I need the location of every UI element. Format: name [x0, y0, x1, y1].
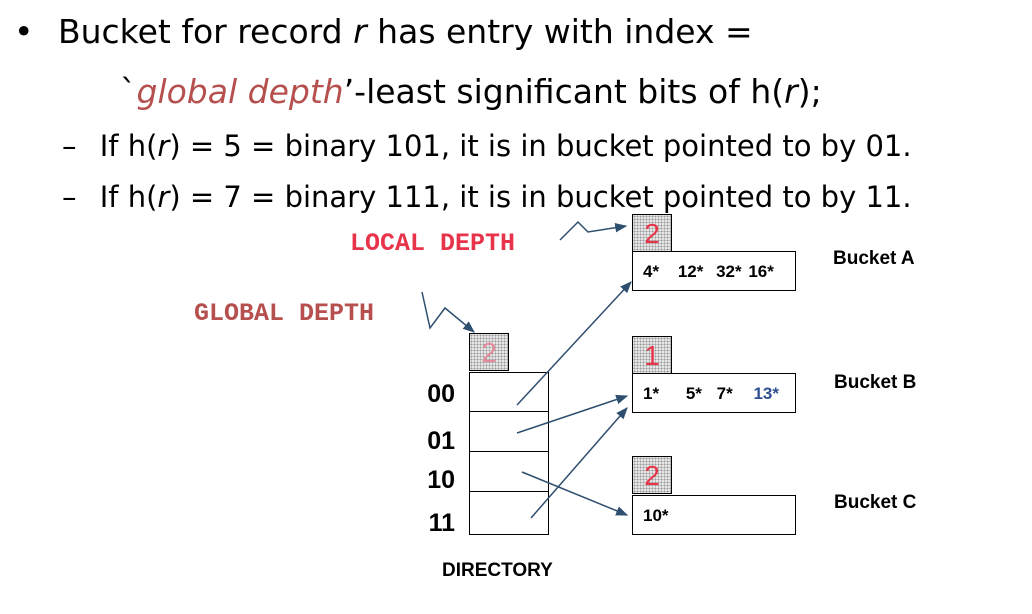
bucket-a-name: Bucket A — [833, 248, 915, 269]
directory-cell-10 — [469, 451, 549, 492]
bucket-a-entry-2: 12* — [677, 262, 704, 281]
bucket-c-local-depth: 2 — [632, 456, 672, 494]
sub-accent-global-depth: global depth — [136, 72, 344, 111]
pointer-01-to-bucket-b — [516, 394, 629, 434]
local-depth-label: LOCAL DEPTH — [350, 229, 516, 258]
global-depth-pointer-arrow — [421, 291, 475, 333]
dash1-a: If h( — [99, 129, 158, 163]
bucket-b-entry-2: 5* — [685, 384, 702, 403]
bucket-b: 1* 5* 7* 13* — [632, 373, 796, 413]
bucket-b-name: Bucket B — [834, 372, 917, 393]
bucket-b-entry-4: 13* — [753, 384, 779, 403]
dash2-r: r — [157, 180, 170, 214]
global-depth-box: 2 — [469, 333, 509, 371]
dash2-a: If h( — [99, 180, 158, 214]
bucket-a-entry-1: 4* — [643, 262, 660, 281]
sub-post-b: ); — [797, 72, 822, 111]
bullet-main: • Bucket for record r has entry with ind… — [14, 12, 753, 51]
directory-label-10: 10 — [427, 466, 455, 494]
directory-label-01: 01 — [427, 427, 455, 455]
bucket-c-name: Bucket C — [834, 492, 917, 513]
dash-mark-1: – — [62, 129, 77, 163]
dash1-b: ) = 5 = binary 101, it is in bucket poin… — [169, 129, 912, 163]
bullet-main-pre: Bucket for record — [57, 12, 354, 51]
bucket-c-entry-1: 10* — [643, 506, 669, 525]
bullet-main-r: r — [353, 12, 367, 51]
sub-r: r — [784, 72, 798, 111]
bucket-b-local-depth: 1 — [632, 336, 672, 374]
bucket-a-entry-4: 16* — [748, 262, 774, 281]
bucket-b-entry-3: 7* — [716, 384, 733, 403]
dash-item-1: – If h(r) = 5 = binary 101, it is in buc… — [62, 129, 912, 163]
dash-mark-2: – — [62, 180, 77, 214]
dash2-b: ) = 7 = binary 111, it is in bucket poin… — [169, 180, 912, 214]
bucket-c: 10* — [632, 495, 796, 535]
bucket-a-local-depth: 2 — [632, 214, 672, 252]
local-depth-pointer-arrow — [559, 220, 628, 241]
sub-quote: ` — [120, 72, 137, 111]
sub-post-a: ’-least significant bits of h( — [343, 72, 785, 111]
directory-cell-01 — [469, 411, 549, 452]
bucket-a: 4* 12* 32* 16* — [632, 251, 796, 291]
directory-label-00: 00 — [427, 380, 455, 408]
bucket-b-entry-1: 1* — [643, 384, 660, 403]
dash-item-2: – If h(r) = 7 = binary 111, it is in buc… — [62, 180, 912, 214]
pointer-00-to-bucket-a — [516, 281, 632, 406]
bucket-a-entry-3: 32* — [716, 262, 742, 281]
pointer-11-to-bucket-b — [530, 407, 628, 519]
bullet-sub: `global depth’-least significant bits of… — [120, 72, 822, 111]
directory-caption: DIRECTORY — [442, 560, 553, 581]
pointer-10-to-bucket-c — [521, 471, 629, 516]
bullet-dot: • — [14, 12, 34, 51]
bullet-main-post: has entry with index = — [366, 12, 753, 51]
directory-label-11: 11 — [428, 509, 455, 537]
dash1-r: r — [157, 129, 170, 163]
global-depth-label: GLOBAL DEPTH — [194, 299, 375, 328]
